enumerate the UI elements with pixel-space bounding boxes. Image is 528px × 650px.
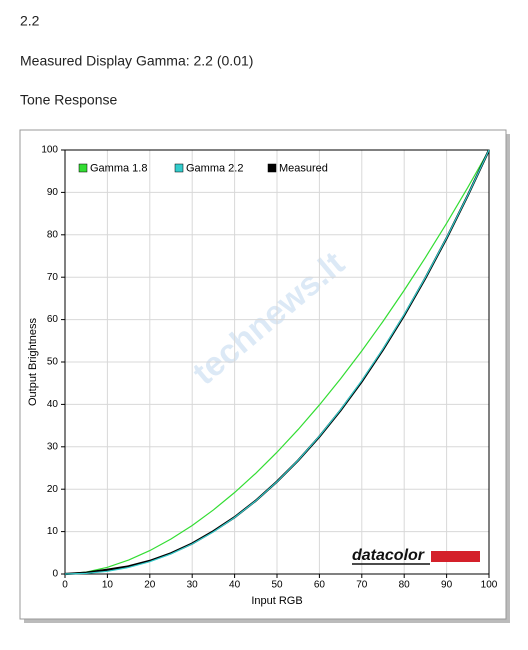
x-tick-label: 0: [62, 580, 68, 591]
legend-label: Gamma 1.8: [90, 162, 147, 174]
y-tick-label: 50: [47, 357, 59, 368]
y-tick-label: 90: [47, 187, 59, 198]
legend-swatch: [174, 163, 184, 173]
section-title: Tone Response: [20, 92, 118, 108]
gamma-result: Measured Display Gamma: 2.2 (0.01): [20, 53, 253, 69]
x-tick-label: 50: [271, 580, 283, 591]
y-tick-label: 30: [47, 441, 59, 452]
x-tick-label: 40: [229, 580, 241, 591]
x-tick-label: 80: [399, 580, 411, 591]
y-axis-title: Output Brightness: [27, 317, 39, 406]
y-tick-label: 40: [47, 399, 59, 410]
y-tick-label: 80: [47, 229, 59, 240]
logo: datacolor: [352, 547, 425, 564]
y-tick-label: 10: [47, 526, 59, 537]
heading: 2.2: [20, 13, 40, 29]
legend-label: Measured: [279, 162, 328, 174]
series-line: [64, 149, 490, 575]
logo-bar: [431, 551, 480, 562]
plot-frame: [64, 149, 490, 575]
x-tick-label: 100: [481, 580, 498, 591]
series-line: [64, 149, 490, 575]
y-tick-label: 0: [52, 569, 58, 580]
x-tick-label: 60: [314, 580, 326, 591]
legend-swatch: [267, 163, 277, 173]
x-tick-label: 90: [441, 580, 453, 591]
x-tick-label: 20: [144, 580, 156, 591]
y-tick-label: 20: [47, 484, 59, 495]
y-tick-label: 70: [47, 272, 59, 283]
x-tick-label: 70: [356, 580, 368, 591]
legend-label: Gamma 2.2: [186, 162, 243, 174]
x-axis-title: Input RGB: [251, 595, 302, 607]
y-tick-label: 100: [41, 145, 58, 156]
x-tick-label: 10: [102, 580, 114, 591]
x-tick-label: 30: [187, 580, 199, 591]
legend-swatch: [78, 163, 88, 173]
y-tick-label: 60: [47, 314, 59, 325]
